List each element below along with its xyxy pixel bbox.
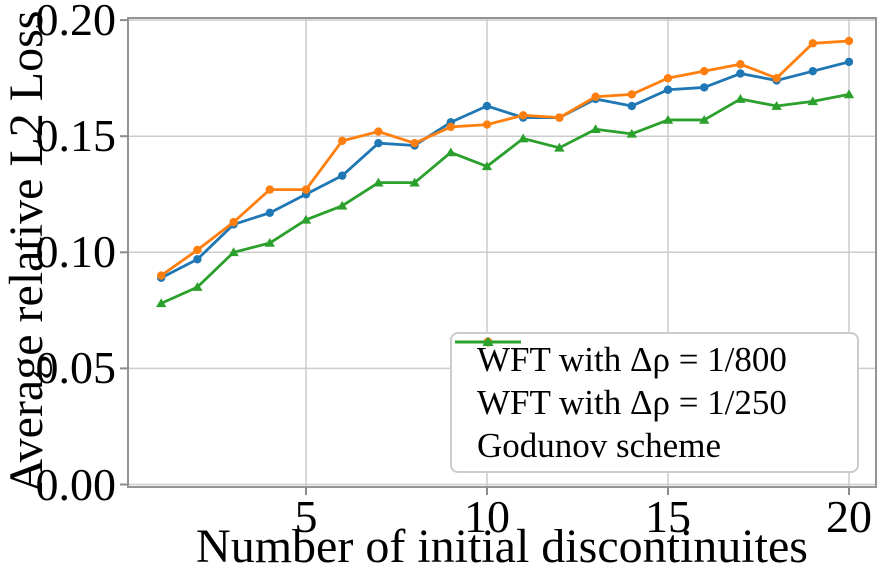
data-point-marker bbox=[735, 94, 746, 103]
data-point-marker bbox=[808, 66, 817, 76]
data-point-marker bbox=[700, 83, 709, 92]
x-axis-label: Number of initial discontinuites bbox=[196, 520, 808, 571]
data-point-marker bbox=[736, 60, 745, 69]
data-point-marker bbox=[301, 185, 311, 194]
data-point-marker bbox=[590, 124, 601, 134]
data-point-marker bbox=[481, 161, 493, 171]
data-point-marker bbox=[157, 271, 166, 280]
data-point-marker bbox=[229, 217, 238, 227]
data-point-marker bbox=[446, 122, 455, 132]
data-point-marker bbox=[663, 85, 673, 94]
data-point-marker bbox=[662, 114, 674, 124]
legend-label: Godunov scheme bbox=[477, 425, 721, 465]
x-tick-label-5: 5 bbox=[294, 491, 318, 542]
data-point-marker bbox=[264, 238, 275, 247]
data-point-marker bbox=[373, 177, 384, 187]
data-point-marker bbox=[445, 147, 456, 157]
data-point-marker bbox=[374, 127, 383, 136]
x-tick-label-10: 10 bbox=[464, 491, 510, 542]
y-tick-label-0.10: 0.10 bbox=[35, 226, 117, 278]
data-point-marker bbox=[228, 247, 239, 257]
data-point-marker bbox=[663, 73, 673, 83]
data-point-marker bbox=[193, 245, 202, 255]
data-point-marker bbox=[807, 96, 818, 106]
data-point-marker bbox=[627, 90, 636, 99]
data-point-marker bbox=[265, 208, 274, 218]
y-tick-label-0.15: 0.15 bbox=[35, 110, 117, 162]
data-point-marker bbox=[300, 214, 312, 224]
legend-swatch-line-triangle bbox=[455, 336, 521, 346]
x-tick-label-20: 20 bbox=[826, 491, 872, 542]
data-point-marker bbox=[410, 138, 419, 148]
legend-label: WFT with Δρ = 1/800 bbox=[477, 339, 787, 379]
data-point-marker bbox=[409, 177, 420, 187]
data-point-marker bbox=[843, 89, 855, 99]
data-point-marker bbox=[482, 120, 492, 129]
data-point-marker bbox=[626, 128, 637, 138]
y-tick-label-0.05: 0.05 bbox=[35, 342, 117, 394]
data-point-marker bbox=[771, 101, 782, 110]
data-point-marker bbox=[844, 57, 854, 67]
data-point-marker bbox=[338, 171, 347, 180]
data-point-marker bbox=[156, 298, 167, 308]
data-point-marker bbox=[518, 133, 529, 143]
data-point-marker bbox=[519, 111, 528, 120]
data-point-marker bbox=[338, 136, 347, 146]
data-point-marker bbox=[772, 73, 781, 83]
legend-item-godunov: Godunov scheme bbox=[455, 336, 851, 465]
legend: WFT with Δρ = 1/800 WFT with Δρ = 1/250 … bbox=[450, 332, 859, 473]
data-point-marker bbox=[700, 66, 709, 76]
y-tick-label-0.00: 0.00 bbox=[35, 458, 117, 510]
data-point-marker bbox=[808, 39, 817, 48]
legend-label: WFT with Δρ = 1/250 bbox=[477, 382, 787, 422]
data-point-marker bbox=[192, 282, 203, 291]
data-point-marker bbox=[265, 185, 274, 194]
series-line-2 bbox=[160, 93, 850, 305]
series-line-0 bbox=[160, 60, 850, 280]
y-tick-label-0.20: 0.20 bbox=[35, 0, 117, 46]
legend-marker-triangle bbox=[482, 336, 494, 346]
data-point-marker bbox=[699, 114, 710, 124]
x-tick-label-15: 15 bbox=[645, 491, 691, 542]
data-point-marker bbox=[736, 69, 745, 78]
data-point-marker bbox=[844, 36, 854, 46]
data-point-marker bbox=[482, 101, 492, 111]
data-point-marker bbox=[591, 92, 600, 101]
data-point-marker bbox=[627, 101, 636, 111]
data-point-marker bbox=[193, 255, 202, 264]
data-point-marker bbox=[555, 113, 564, 122]
legend-item-wft-250: WFT with Δρ = 1/250 bbox=[455, 337, 851, 422]
data-point-marker bbox=[554, 142, 565, 152]
series-line-1 bbox=[160, 39, 850, 277]
data-point-marker bbox=[337, 200, 348, 210]
data-point-marker bbox=[374, 138, 383, 148]
